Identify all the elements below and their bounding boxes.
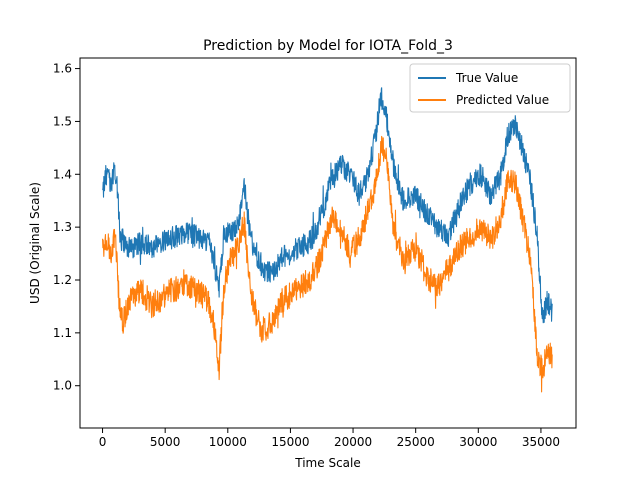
series-layer [102, 87, 553, 393]
y-tick-label: 1.3 [53, 220, 72, 234]
x-tick-label: 30000 [459, 435, 497, 449]
x-tick-label: 25000 [397, 435, 435, 449]
x-tick-label: 20000 [334, 435, 372, 449]
chart-title: Prediction by Model for IOTA_Fold_3 [203, 38, 453, 54]
y-tick-label: 1.4 [53, 167, 72, 181]
y-axis: 1.0 1.1 1.2 1.3 1.4 1.5 1.6 [53, 62, 80, 393]
legend: True Value Predicted Value [409, 63, 571, 113]
plot-area-frame [79, 57, 577, 429]
x-tick-label: 15000 [271, 435, 309, 449]
x-tick-label: 5000 [150, 435, 181, 449]
x-axis-title: Time Scale [294, 456, 360, 470]
x-tick-label: 10000 [209, 435, 247, 449]
legend-label-2: Predicted Value [456, 93, 549, 107]
y-tick-label: 1.6 [53, 62, 72, 76]
series-line-2 [102, 135, 553, 393]
y-tick-label: 1.5 [53, 114, 72, 128]
y-tick-label: 1.0 [53, 379, 72, 393]
legend-label-1: True Value [455, 71, 518, 85]
y-tick-label: 1.1 [53, 326, 72, 340]
legend-box [409, 63, 571, 113]
y-axis-title: USD (Original Scale) [28, 182, 42, 304]
series-line-1 [102, 87, 553, 324]
x-tick-label: 35000 [522, 435, 560, 449]
x-axis: 0 5000 10000 15000 20000 25000 30000 35000 [99, 428, 560, 449]
y-tick-label: 1.2 [53, 273, 72, 287]
x-tick-label: 0 [99, 435, 107, 449]
